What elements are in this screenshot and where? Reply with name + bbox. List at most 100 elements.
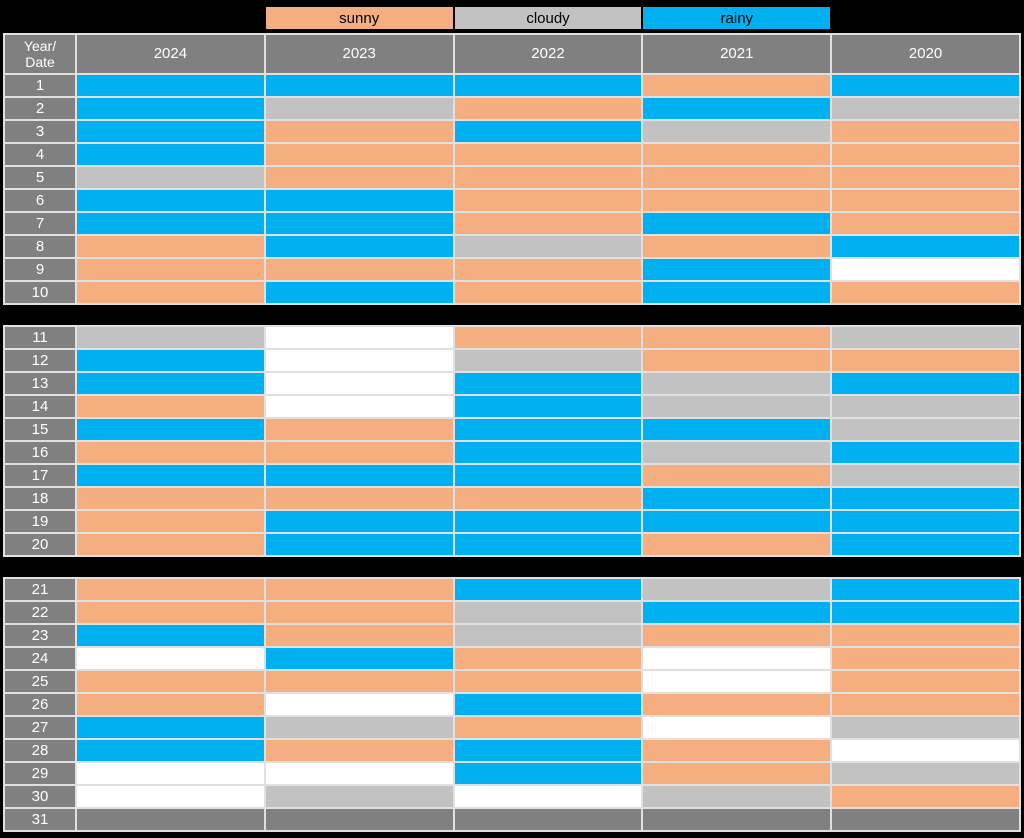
cell-2023-7-rainy: [265, 213, 453, 234]
cell-2021-23-sunny: [643, 625, 831, 646]
col-header-2021: 2021: [643, 35, 831, 73]
cell-2020-14-cloudy: [832, 396, 1019, 417]
cell-2023-27-cloudy: [265, 717, 453, 738]
cell-2020-22-rainy: [832, 602, 1019, 623]
cell-2022-11-sunny: [454, 327, 642, 348]
cell-2020-8-rainy: [832, 236, 1019, 257]
date-label-12: 12: [5, 350, 75, 371]
cell-2022-29-rainy: [454, 763, 642, 784]
cell-2024-9-sunny: [77, 259, 264, 280]
date-label-4: 4: [5, 144, 75, 165]
cell-2021-8-sunny: [643, 236, 831, 257]
date-label-28: 28: [5, 740, 75, 761]
date-label-7: 7: [5, 213, 75, 234]
cell-2022-15-rainy: [454, 419, 642, 440]
legend-item-sunny: sunny: [265, 7, 453, 29]
cell-2021-12-sunny: [643, 350, 831, 371]
cell-2021-10-rainy: [643, 282, 831, 303]
cell-2023-19-rainy: [265, 511, 453, 532]
cell-2024-4-rainy: [77, 144, 264, 165]
cell-2024-12-rainy: [77, 350, 264, 371]
cell-2022-23-cloudy: [454, 625, 642, 646]
cell-2022-8-cloudy: [454, 236, 642, 257]
date-label-15: 15: [5, 419, 75, 440]
date-label-29: 29: [5, 763, 75, 784]
date-label-17: 17: [5, 465, 75, 486]
date-label-11: 11: [5, 327, 75, 348]
cell-2021-14-cloudy: [643, 396, 831, 417]
corner-line-1: Year/: [23, 37, 57, 54]
calendar-section-2: 11 12 13 14 15 16 17 18 19 20: [3, 325, 1021, 557]
cell-2022-24-sunny: [454, 648, 642, 669]
cell-2021-22-rainy: [643, 602, 831, 623]
cell-2023-17-rainy: [265, 465, 453, 486]
cell-2022-14-rainy: [454, 396, 642, 417]
cell-2024-20-sunny: [77, 534, 264, 555]
cell-2023-22-sunny: [265, 602, 453, 623]
cell-2021-3-cloudy: [643, 121, 831, 142]
legend-item-rainy: rainy: [643, 7, 831, 29]
cell-2023-21-sunny: [265, 579, 453, 600]
cell-2020-13-rainy: [832, 373, 1019, 394]
date-label-13: 13: [5, 373, 75, 394]
cell-2022-20-rainy: [454, 534, 642, 555]
cell-2022-28-rainy: [454, 740, 642, 761]
cell-2022-10-sunny: [454, 282, 642, 303]
cell-2020-2-cloudy: [832, 98, 1019, 119]
cell-2021-24-none: [643, 648, 831, 669]
cell-2021-29-sunny: [643, 763, 831, 784]
date-label-19: 19: [5, 511, 75, 532]
date-label-16: 16: [5, 442, 75, 463]
cell-2023-23-sunny: [265, 625, 453, 646]
cell-2024-26-sunny: [77, 694, 264, 715]
cell-2023-28-sunny: [265, 740, 453, 761]
date-label-3: 3: [5, 121, 75, 142]
corner-line-2: Date: [25, 54, 55, 70]
cell-2023-16-sunny: [265, 442, 453, 463]
cell-2020-19-rainy: [832, 511, 1019, 532]
calendar-section-3: 21 22 23 24 25 26 27 28 29 30 31: [3, 577, 1021, 832]
date-label-6: 6: [5, 190, 75, 211]
cell-2021-4-sunny: [643, 144, 831, 165]
cell-2024-8-sunny: [77, 236, 264, 257]
cell-2021-2-rainy: [643, 98, 831, 119]
cell-2022-22-cloudy: [454, 602, 642, 623]
cell-2023-25-sunny: [265, 671, 453, 692]
cell-2021-5-sunny: [643, 167, 831, 188]
col-header-2022: 2022: [454, 35, 642, 73]
cell-2020-15-cloudy: [832, 419, 1019, 440]
cell-2023-8-rainy: [265, 236, 453, 257]
cell-2022-9-sunny: [454, 259, 642, 280]
cell-2023-10-rainy: [265, 282, 453, 303]
cell-2020-24-sunny: [832, 648, 1019, 669]
cell-2023-20-rainy: [265, 534, 453, 555]
cell-2022-7-sunny: [454, 213, 642, 234]
cell-2021-25-none: [643, 671, 831, 692]
cell-2020-17-cloudy: [832, 465, 1019, 486]
cell-2021-16-cloudy: [643, 442, 831, 463]
cell-2020-3-sunny: [832, 121, 1019, 142]
cell-2022-3-rainy: [454, 121, 642, 142]
cell-2021-26-sunny: [643, 694, 831, 715]
cell-2021-9-rainy: [643, 259, 831, 280]
date-label-24: 24: [5, 648, 75, 669]
date-label-30: 30: [5, 786, 75, 807]
cell-2023-18-sunny: [265, 488, 453, 509]
cell-2023-13-none: [265, 373, 453, 394]
cell-2020-12-sunny: [832, 350, 1019, 371]
cell-2023-31-blank: [265, 809, 453, 830]
cell-2020-27-cloudy: [832, 717, 1019, 738]
cell-2024-14-sunny: [77, 396, 264, 417]
cell-2020-10-sunny: [832, 282, 1019, 303]
cell-2024-19-sunny: [77, 511, 264, 532]
cell-2024-27-rainy: [77, 717, 264, 738]
cell-2021-27-none: [643, 717, 831, 738]
date-label-21: 21: [5, 579, 75, 600]
legend-item-cloudy: cloudy: [454, 7, 642, 29]
cell-2022-6-sunny: [454, 190, 642, 211]
cell-2022-26-rainy: [454, 694, 642, 715]
cell-2022-5-sunny: [454, 167, 642, 188]
cell-2021-21-cloudy: [643, 579, 831, 600]
cell-2023-1-rainy: [265, 75, 453, 96]
